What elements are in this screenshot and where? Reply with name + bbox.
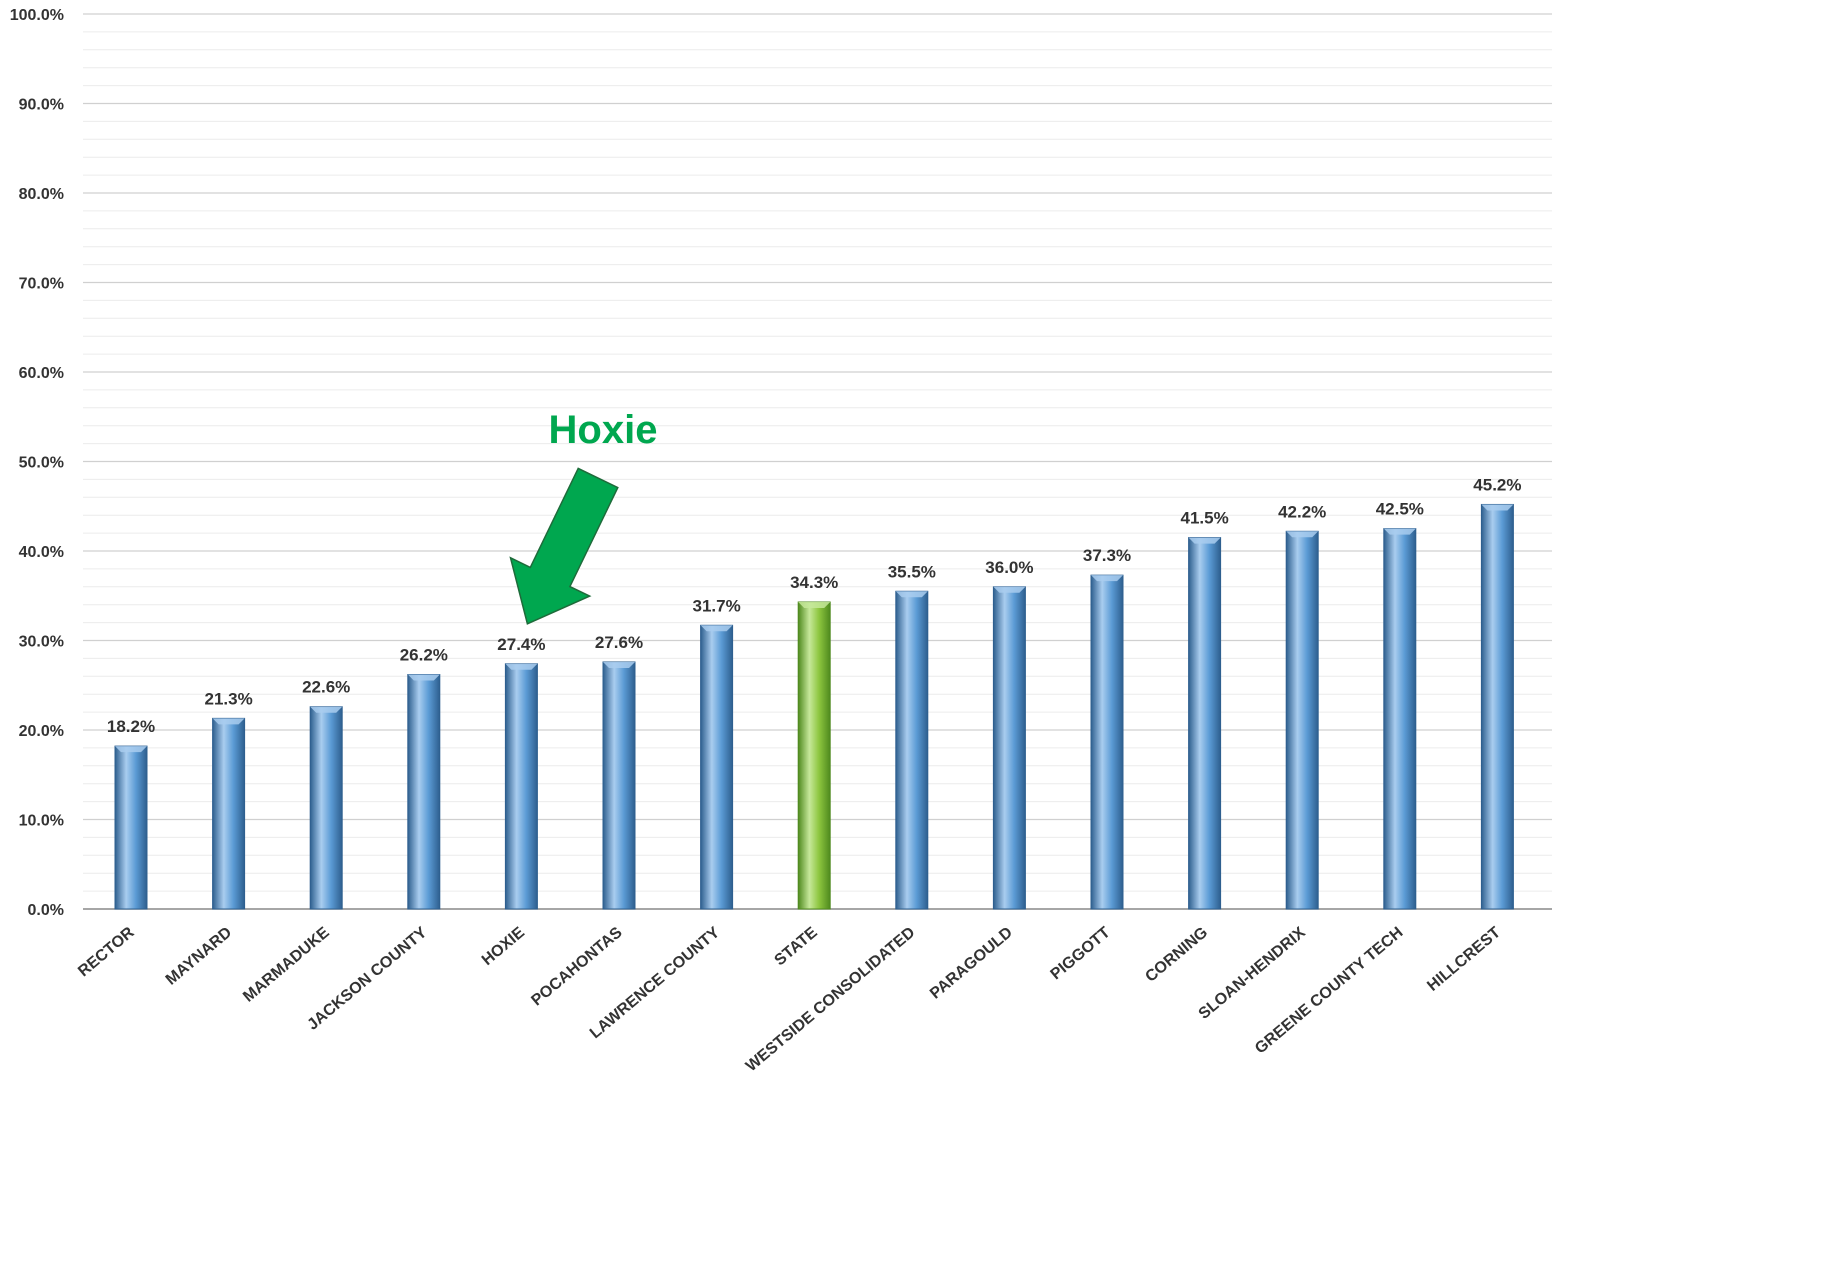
bar	[1480, 503, 1514, 910]
data-label: 45.2%	[1473, 475, 1521, 494]
bar-paragould	[992, 586, 1026, 910]
data-label: 27.4%	[497, 635, 545, 654]
data-label: 37.3%	[1083, 546, 1131, 565]
arrow-icon	[509, 467, 619, 625]
bar-cap	[1481, 504, 1514, 511]
y-tick-label: 70.0%	[19, 276, 64, 293]
y-tick-label: 90.0%	[19, 97, 64, 114]
bar-cap	[1383, 528, 1416, 535]
data-label: 34.3%	[790, 573, 838, 592]
bar	[114, 745, 148, 910]
y-axis: 0.0% 10.0% 20.0% 30.0% 40.0% 50.0% 60.0% 70.0% 8…	[10, 7, 64, 919]
x-tick-label: CORNING	[1142, 924, 1211, 986]
data-label: 35.5%	[888, 562, 936, 581]
bar-westside-consolidated	[895, 590, 929, 910]
data-label: 27.6%	[595, 633, 643, 652]
bar-cap	[1188, 537, 1221, 544]
bar	[1090, 574, 1124, 910]
x-tick-label: PARAGOULD	[927, 924, 1016, 1003]
bar-hoxie	[504, 663, 538, 910]
y-tick-label: 40.0%	[19, 544, 64, 561]
x-tick-label: MAYNARD	[163, 924, 235, 989]
bar	[1285, 530, 1319, 910]
bar	[309, 706, 343, 910]
y-tick-label: 10.0%	[19, 813, 64, 830]
bar-jackson-county	[407, 674, 441, 910]
bar-maynard	[212, 717, 246, 910]
y-tick-label: 0.0%	[28, 902, 64, 919]
data-label: 41.5%	[1180, 509, 1228, 528]
bars	[114, 503, 1514, 910]
bar-marmaduke	[309, 706, 343, 910]
x-tick-label: WESTSIDE CONSOLIDATED	[743, 924, 918, 1075]
x-tick-label: SLOAN-HENDRIX	[1196, 924, 1309, 1023]
bar-hillcrest	[1480, 503, 1514, 910]
annotation-label: Hoxie	[549, 408, 658, 452]
bar-cap	[1286, 531, 1319, 538]
y-tick-label: 20.0%	[19, 723, 64, 740]
bar-greene-county-tech	[1383, 528, 1417, 910]
bar-rector	[114, 745, 148, 910]
x-tick-label: STATE	[771, 924, 821, 969]
bar-cap	[895, 591, 928, 598]
bar-cap	[212, 718, 245, 725]
y-tick-label: 30.0%	[19, 634, 64, 651]
bar-corning	[1188, 537, 1222, 910]
bar	[212, 717, 246, 910]
bar-sloan-hendrix	[1285, 530, 1319, 910]
data-labels: 18.2% 21.3% 22.6% 26.2% 27.4% 27.6% 31.7% 34.3%…	[107, 475, 1522, 736]
bar-piggott	[1090, 574, 1124, 910]
bar-cap	[505, 663, 538, 670]
bar	[992, 586, 1026, 910]
bar	[1383, 528, 1417, 910]
bar-cap	[603, 661, 635, 668]
bar	[407, 674, 441, 910]
x-tick-label: HILLCREST	[1424, 924, 1504, 995]
bar	[1188, 537, 1222, 910]
bar-state	[797, 601, 831, 910]
bar-pocahontas	[602, 661, 636, 910]
data-label: 42.2%	[1278, 502, 1326, 521]
y-tick-label: 50.0%	[19, 455, 64, 472]
data-label: 42.5%	[1376, 500, 1424, 519]
hoxie-annotation: Hoxie	[509, 408, 658, 625]
x-tick-label: HOXIE	[479, 924, 528, 969]
x-tick-label: MARMADUKE	[240, 924, 333, 1006]
y-tick-label: 60.0%	[19, 365, 64, 382]
data-label: 21.3%	[204, 689, 252, 708]
bar-cap	[115, 746, 147, 753]
y-tick-label: 100.0%	[10, 7, 64, 24]
bar-cap	[700, 625, 733, 632]
y-tick-label: 80.0%	[19, 186, 64, 203]
x-tick-label: RECTOR	[75, 924, 138, 981]
x-tick-label: PIGGOTT	[1047, 924, 1113, 983]
bar	[504, 663, 538, 910]
bar	[700, 624, 734, 910]
bar-cap	[993, 586, 1026, 593]
bar	[895, 590, 929, 910]
data-label: 36.0%	[985, 558, 1033, 577]
data-label: 26.2%	[400, 646, 448, 665]
data-label: 22.6%	[302, 678, 350, 697]
bar	[602, 661, 636, 910]
data-label: 31.7%	[692, 596, 740, 615]
bar-cap	[310, 706, 343, 713]
bar	[797, 601, 831, 910]
bar-cap	[1091, 575, 1123, 582]
bar-cap	[407, 674, 440, 681]
bar-lawrence-county	[700, 624, 734, 910]
bar-cap	[798, 602, 831, 609]
data-label: 18.2%	[107, 717, 155, 736]
x-tick-label: POCAHONTAS	[528, 924, 625, 1010]
